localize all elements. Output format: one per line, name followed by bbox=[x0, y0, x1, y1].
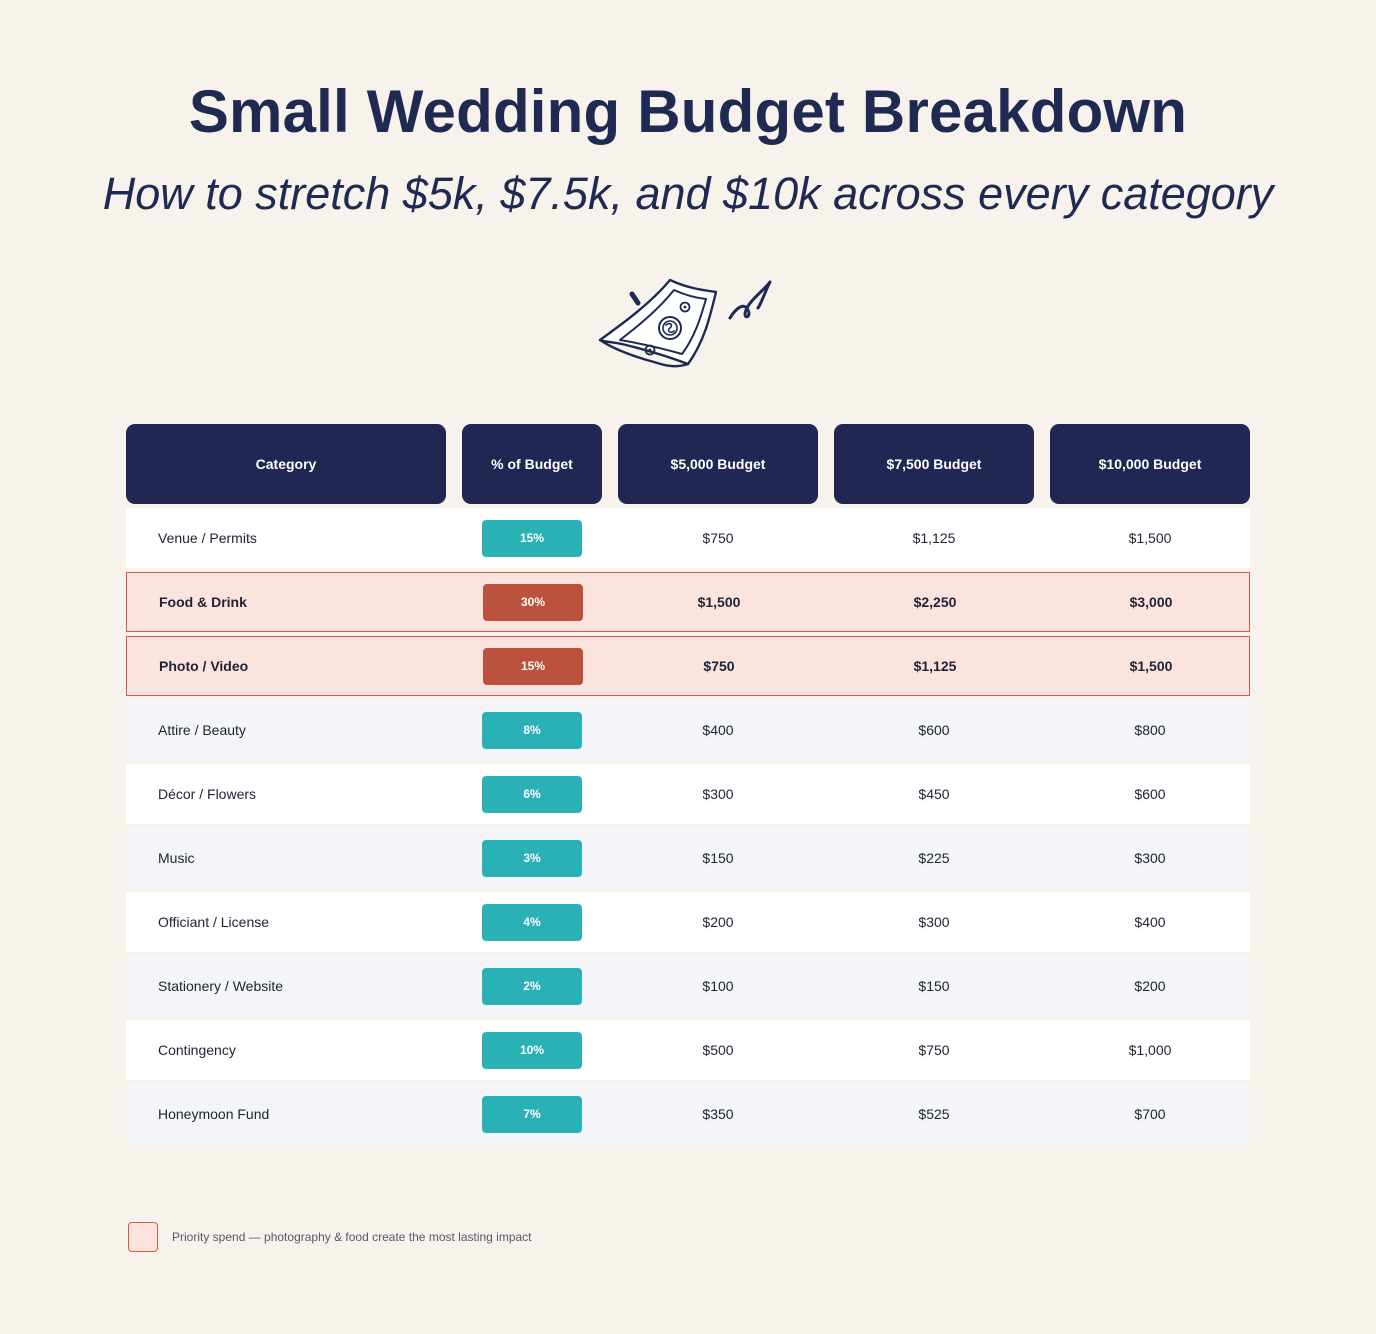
budget-7500-cell: $300 bbox=[918, 914, 950, 930]
budget-5000-cell: $750 bbox=[702, 530, 734, 546]
header-percent: % of Budget bbox=[462, 424, 602, 504]
priority-swatch bbox=[128, 1222, 158, 1252]
budget-10000-cell: $3,000 bbox=[1129, 594, 1173, 610]
category-cell: Officiant / License bbox=[158, 914, 270, 930]
table-row: Attire / Beauty 8% $400 $600 $800 bbox=[126, 700, 1250, 760]
percent-badge: 3% bbox=[482, 839, 582, 877]
budget-7500-cell: $525 bbox=[918, 1106, 950, 1122]
budget-10000-cell: $400 bbox=[1134, 914, 1166, 930]
budget-7500-cell: $1,125 bbox=[913, 658, 957, 674]
table-row-priority: Photo / Video 15% $750 $1,125 $1,500 bbox=[126, 636, 1250, 696]
budget-5000-cell: $1,500 bbox=[697, 594, 741, 610]
budget-7500-cell: $150 bbox=[918, 978, 950, 994]
percent-badge: 15% bbox=[483, 647, 583, 685]
table-row: Officiant / License 4% $200 $300 $400 bbox=[126, 892, 1250, 952]
budget-7500-cell: $2,250 bbox=[913, 594, 957, 610]
legend-text: Priority spend — photography & food crea… bbox=[172, 1230, 532, 1244]
table-row: Venue / Permits 15% $750 $1,125 $1,500 bbox=[126, 508, 1250, 568]
category-cell: Music bbox=[158, 850, 195, 866]
percent-badge: 8% bbox=[482, 711, 582, 749]
budget-10000-cell: $1,000 bbox=[1128, 1042, 1172, 1058]
table-row: Music 3% $150 $225 $300 bbox=[126, 828, 1250, 888]
budget-5000-cell: $350 bbox=[702, 1106, 734, 1122]
header-10000-budget: $10,000 Budget bbox=[1050, 424, 1250, 504]
budget-10000-cell: $1,500 bbox=[1128, 530, 1172, 546]
table-row-priority: Food & Drink 30% $1,500 $2,250 $3,000 bbox=[126, 572, 1250, 632]
budget-5000-cell: $200 bbox=[702, 914, 734, 930]
table-row: Stationery / Website 2% $100 $150 $200 bbox=[126, 956, 1250, 1016]
table-row: Honeymoon Fund 7% $350 $525 $700 bbox=[126, 1084, 1250, 1144]
category-cell: Attire / Beauty bbox=[158, 722, 246, 738]
budget-table: Category % of Budget $5,000 Budget $7,50… bbox=[126, 424, 1250, 1144]
budget-5000-cell: $400 bbox=[702, 722, 734, 738]
header-7500-budget: $7,500 Budget bbox=[834, 424, 1034, 504]
budget-5000-cell: $100 bbox=[702, 978, 734, 994]
percent-badge: 30% bbox=[483, 583, 583, 621]
percent-badge: 7% bbox=[482, 1095, 582, 1133]
category-cell: Honeymoon Fund bbox=[158, 1106, 270, 1122]
percent-badge: 2% bbox=[482, 967, 582, 1005]
category-cell: Photo / Video bbox=[159, 658, 249, 674]
category-cell: Contingency bbox=[158, 1042, 236, 1058]
budget-5000-cell: $300 bbox=[702, 786, 734, 802]
budget-10000-cell: $600 bbox=[1134, 786, 1166, 802]
percent-badge: 4% bbox=[482, 903, 582, 941]
budget-7500-cell: $450 bbox=[918, 786, 950, 802]
table-row: Contingency 10% $500 $750 $1,000 bbox=[126, 1020, 1250, 1080]
budget-7500-cell: $600 bbox=[918, 722, 950, 738]
budget-7500-cell: $750 bbox=[918, 1042, 950, 1058]
page-title: Small Wedding Budget Breakdown bbox=[188, 78, 1188, 145]
budget-10000-cell: $1,500 bbox=[1129, 658, 1173, 674]
budget-5000-cell: $500 bbox=[702, 1042, 734, 1058]
category-cell: Venue / Permits bbox=[158, 530, 257, 546]
category-cell: Décor / Flowers bbox=[158, 786, 257, 802]
budget-7500-cell: $225 bbox=[918, 850, 950, 866]
budget-5000-cell: $150 bbox=[702, 850, 734, 866]
confetti-mark bbox=[629, 291, 641, 306]
budget-10000-cell: $200 bbox=[1134, 978, 1166, 994]
header-category: Category bbox=[126, 424, 446, 504]
swirl-icon bbox=[728, 280, 772, 320]
page-subtitle: How to stretch $5k, $7.5k, and $10k acro… bbox=[102, 168, 1274, 219]
budget-10000-cell: $700 bbox=[1134, 1106, 1166, 1122]
category-cell: Food & Drink bbox=[159, 594, 247, 610]
budget-10000-cell: $800 bbox=[1134, 722, 1166, 738]
percent-badge: 6% bbox=[482, 775, 582, 813]
table-row: Décor / Flowers 6% $300 $450 $600 bbox=[126, 764, 1250, 824]
budget-5000-cell: $750 bbox=[703, 658, 735, 674]
legend: Priority spend — photography & food crea… bbox=[128, 1221, 532, 1253]
header-5000-budget: $5,000 Budget bbox=[618, 424, 818, 504]
dollar-bill-icon bbox=[598, 278, 772, 368]
budget-7500-cell: $1,125 bbox=[912, 530, 956, 546]
category-cell: Stationery / Website bbox=[158, 978, 284, 994]
percent-badge: 15% bbox=[482, 519, 582, 557]
table-header-row: Category % of Budget $5,000 Budget $7,50… bbox=[126, 424, 1250, 504]
budget-10000-cell: $300 bbox=[1134, 850, 1166, 866]
percent-badge: 10% bbox=[482, 1031, 582, 1069]
